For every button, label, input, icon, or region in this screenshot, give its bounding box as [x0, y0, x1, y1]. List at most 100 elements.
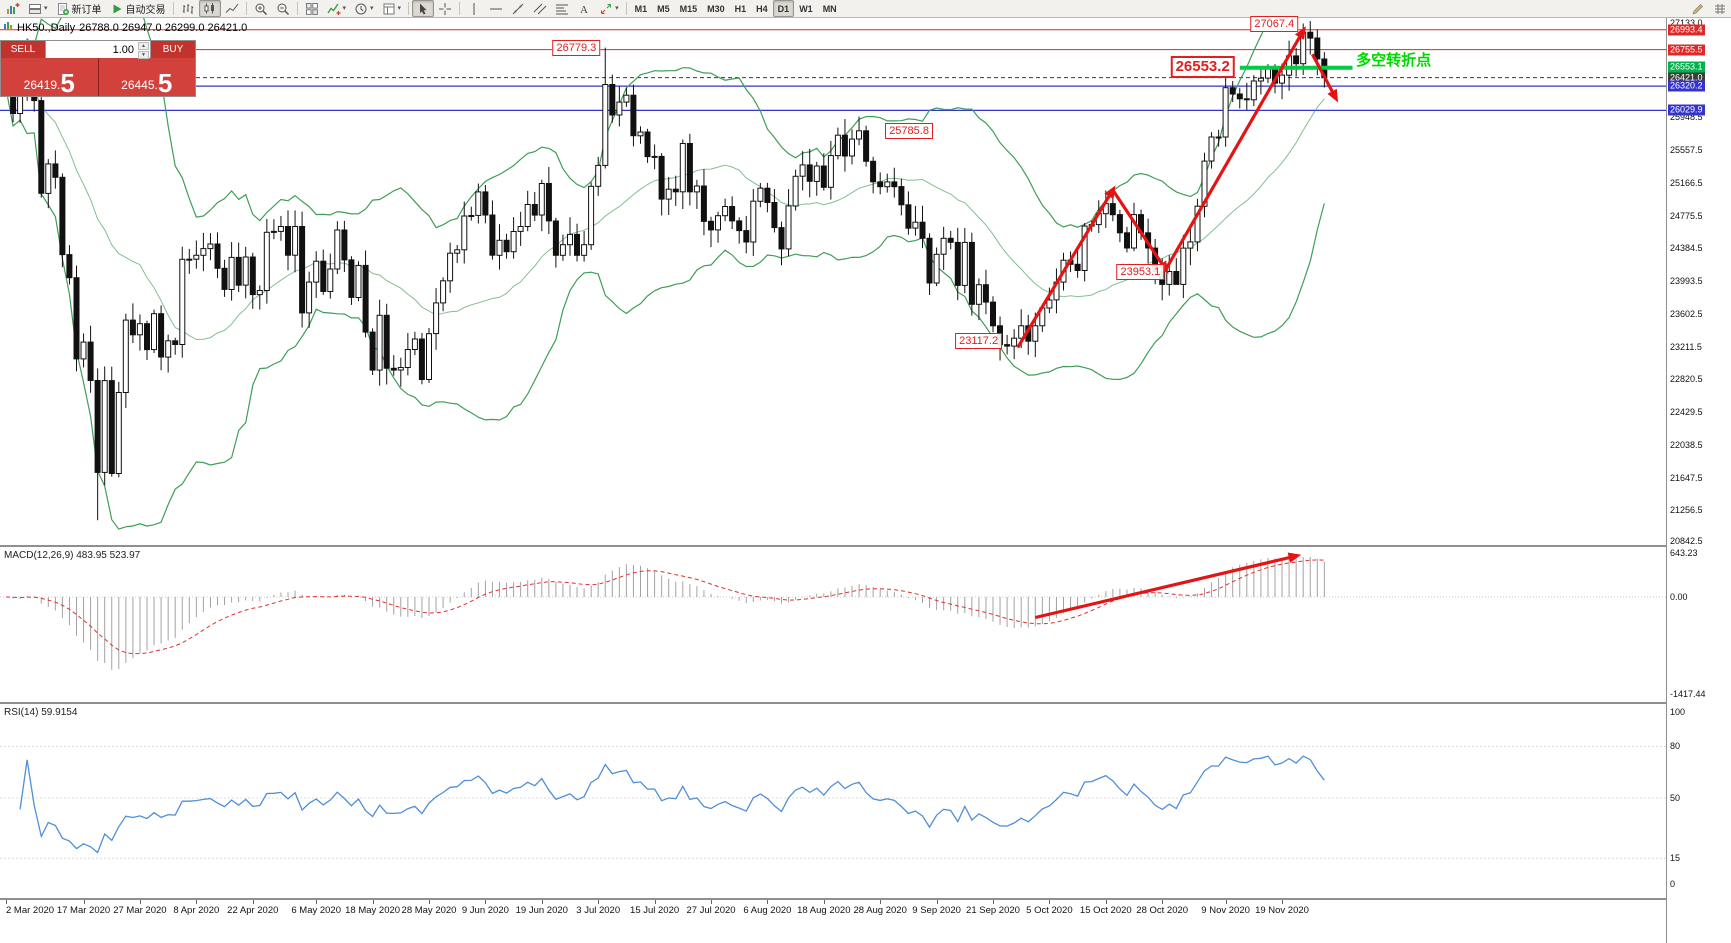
- autotrading-button[interactable]: 自动交易: [106, 0, 170, 17]
- timeframe-h1-label: H1: [734, 3, 747, 14]
- vertical-line-button[interactable]: [463, 0, 485, 17]
- svg-text:A: A: [580, 4, 588, 16]
- price-scale[interactable]: 27133.0 25948.5 25557.5 25166.5 24775.5 24384…: [1666, 18, 1731, 943]
- toolbar-separator: [459, 2, 461, 15]
- chart-symbol-period: HK50.,Daily: [17, 21, 76, 34]
- time-tick: [823, 900, 825, 904]
- macd-panel[interactable]: [0, 547, 1666, 702]
- candlestick-chart-button[interactable]: [198, 0, 221, 17]
- volume-input[interactable]: 1.00 ▲ ▼: [45, 41, 151, 59]
- time-axis-label: 3 Jul 2020: [576, 905, 621, 916]
- timeframe-w1[interactable]: W1: [794, 0, 818, 17]
- timeframe-d1-label: D1: [777, 3, 790, 14]
- buy-button[interactable]: 26445. 5: [99, 58, 196, 96]
- bar-chart-button[interactable]: [177, 0, 199, 17]
- tline-icon: [511, 2, 525, 16]
- rsi-axis-label: 0: [1670, 879, 1676, 889]
- timeframe-d1[interactable]: D1: [772, 0, 795, 17]
- price-line-label: 26029.9: [1668, 104, 1705, 116]
- time-axis-label: 19 Nov 2020: [1255, 905, 1309, 916]
- zoom-out-button[interactable]: [272, 0, 294, 17]
- time-axis-label: 21 Sep 2020: [966, 905, 1020, 916]
- toolbar-separator: [408, 2, 410, 15]
- time-tick: [598, 900, 600, 904]
- rsi-panel[interactable]: [0, 704, 1666, 898]
- toolbar: ▾ 新订单 自动交易 ▾ ▾ ▾ A ▾ M1 M5 M15 M30 H1 H4 D1 W1 MN: [0, 0, 1731, 18]
- time-tick: [6, 900, 7, 904]
- channel-button[interactable]: [529, 0, 551, 17]
- panel-separator[interactable]: [0, 545, 1731, 547]
- button-divider: [97, 58, 99, 96]
- price-axis-label: 24775.5: [1670, 210, 1703, 221]
- volume-down-icon[interactable]: ▼: [138, 51, 149, 59]
- buy-tab[interactable]: BUY: [151, 41, 195, 58]
- periods-button[interactable]: ▾: [350, 0, 378, 17]
- toolbar-separator: [245, 2, 247, 15]
- dropdown-caret-icon[interactable]: ▾: [615, 5, 619, 12]
- timeframe-h4[interactable]: H4: [751, 0, 773, 17]
- buy-price-big-digit: 5: [157, 68, 173, 98]
- timeframe-m15-label: M15: [679, 3, 698, 14]
- chart-title: HK50.,Daily 26788.0 26947.0 26299.0 2642…: [3, 21, 247, 34]
- time-tick: [196, 900, 198, 904]
- price-line-label: 26553.1: [1668, 61, 1705, 73]
- timeframe-mn[interactable]: MN: [818, 0, 842, 17]
- crosshair-button[interactable]: [434, 0, 456, 17]
- time-tick: [1225, 900, 1227, 904]
- macd-label: MACD(12,26,9) 483.95 523.97: [4, 550, 141, 561]
- arrows-button[interactable]: ▾: [595, 0, 623, 17]
- text-label-button[interactable]: A: [573, 0, 595, 17]
- sell-price-big-digit: 5: [60, 68, 75, 98]
- panel-separator[interactable]: [0, 702, 1731, 704]
- new-order-button[interactable]: 新订单: [52, 0, 106, 17]
- fibonacci-button[interactable]: [551, 0, 573, 17]
- timeframe-h1[interactable]: H1: [730, 0, 752, 17]
- timeframe-m15[interactable]: M15: [675, 0, 703, 17]
- trendline-button[interactable]: [507, 0, 529, 17]
- dropdown-caret-icon[interactable]: ▾: [44, 5, 48, 12]
- profiles-button[interactable]: ▾: [24, 0, 52, 17]
- overflow-button[interactable]: [1709, 0, 1731, 17]
- timeframe-mn-label: MN: [822, 3, 837, 14]
- templates-button[interactable]: ▾: [378, 0, 406, 17]
- time-tick: [1105, 900, 1107, 904]
- time-tick: [83, 900, 85, 904]
- cursor-button[interactable]: [412, 0, 435, 17]
- time-axis-label: 28 May 2020: [401, 905, 457, 916]
- new-order-button-label: 新订单: [71, 5, 102, 16]
- horizontal-line-button[interactable]: [485, 0, 507, 17]
- timeframe-m1[interactable]: M1: [630, 0, 653, 17]
- time-axis-label: 8 Apr 2020: [173, 905, 220, 916]
- price-line-label: 26993.4: [1668, 24, 1705, 36]
- time-axis-label: 18 May 2020: [345, 905, 401, 916]
- price-axis-label: 23602.5: [1670, 308, 1703, 319]
- line-chart-button[interactable]: [221, 0, 243, 17]
- volume-spinner[interactable]: ▲ ▼: [138, 42, 149, 59]
- sell-tab[interactable]: SELL: [1, 41, 45, 58]
- time-tick: [1162, 900, 1164, 904]
- volume-up-icon[interactable]: ▲: [138, 42, 149, 50]
- macd-axis-label: 643.23: [1670, 548, 1698, 558]
- indicators-button[interactable]: ▾: [323, 0, 351, 17]
- time-axis-label: 28 Aug 2020: [853, 905, 907, 916]
- time-tick: [654, 900, 656, 904]
- order-icon: [56, 2, 70, 16]
- time-tick: [1282, 900, 1283, 904]
- timeframe-m5[interactable]: M5: [652, 0, 675, 17]
- price-line-label: 26421.0: [1668, 72, 1705, 84]
- pencil-tool-button[interactable]: [1687, 0, 1709, 17]
- price-axis-label: 24384.5: [1670, 243, 1703, 254]
- price-chart-panel[interactable]: [0, 18, 1666, 545]
- dropdown-caret-icon[interactable]: ▾: [370, 5, 374, 12]
- time-axis-label: 27 Mar 2020: [113, 905, 167, 916]
- dropdown-caret-icon[interactable]: ▾: [397, 5, 402, 12]
- time-axis-label: 9 Jun 2020: [461, 905, 509, 916]
- timeframe-m30[interactable]: M30: [702, 0, 730, 17]
- dropdown-caret-icon[interactable]: ▾: [342, 5, 347, 12]
- zoom-in-button[interactable]: [250, 0, 272, 17]
- text-icon: A: [577, 2, 591, 16]
- new-chart-button[interactable]: [2, 0, 24, 17]
- time-scale[interactable]: 2 Mar 2020 17 Mar 2020 27 Mar 2020 8 Apr 20…: [0, 900, 1666, 943]
- tile-windows-button[interactable]: [301, 0, 323, 17]
- sell-button[interactable]: 26419. 5: [1, 58, 98, 96]
